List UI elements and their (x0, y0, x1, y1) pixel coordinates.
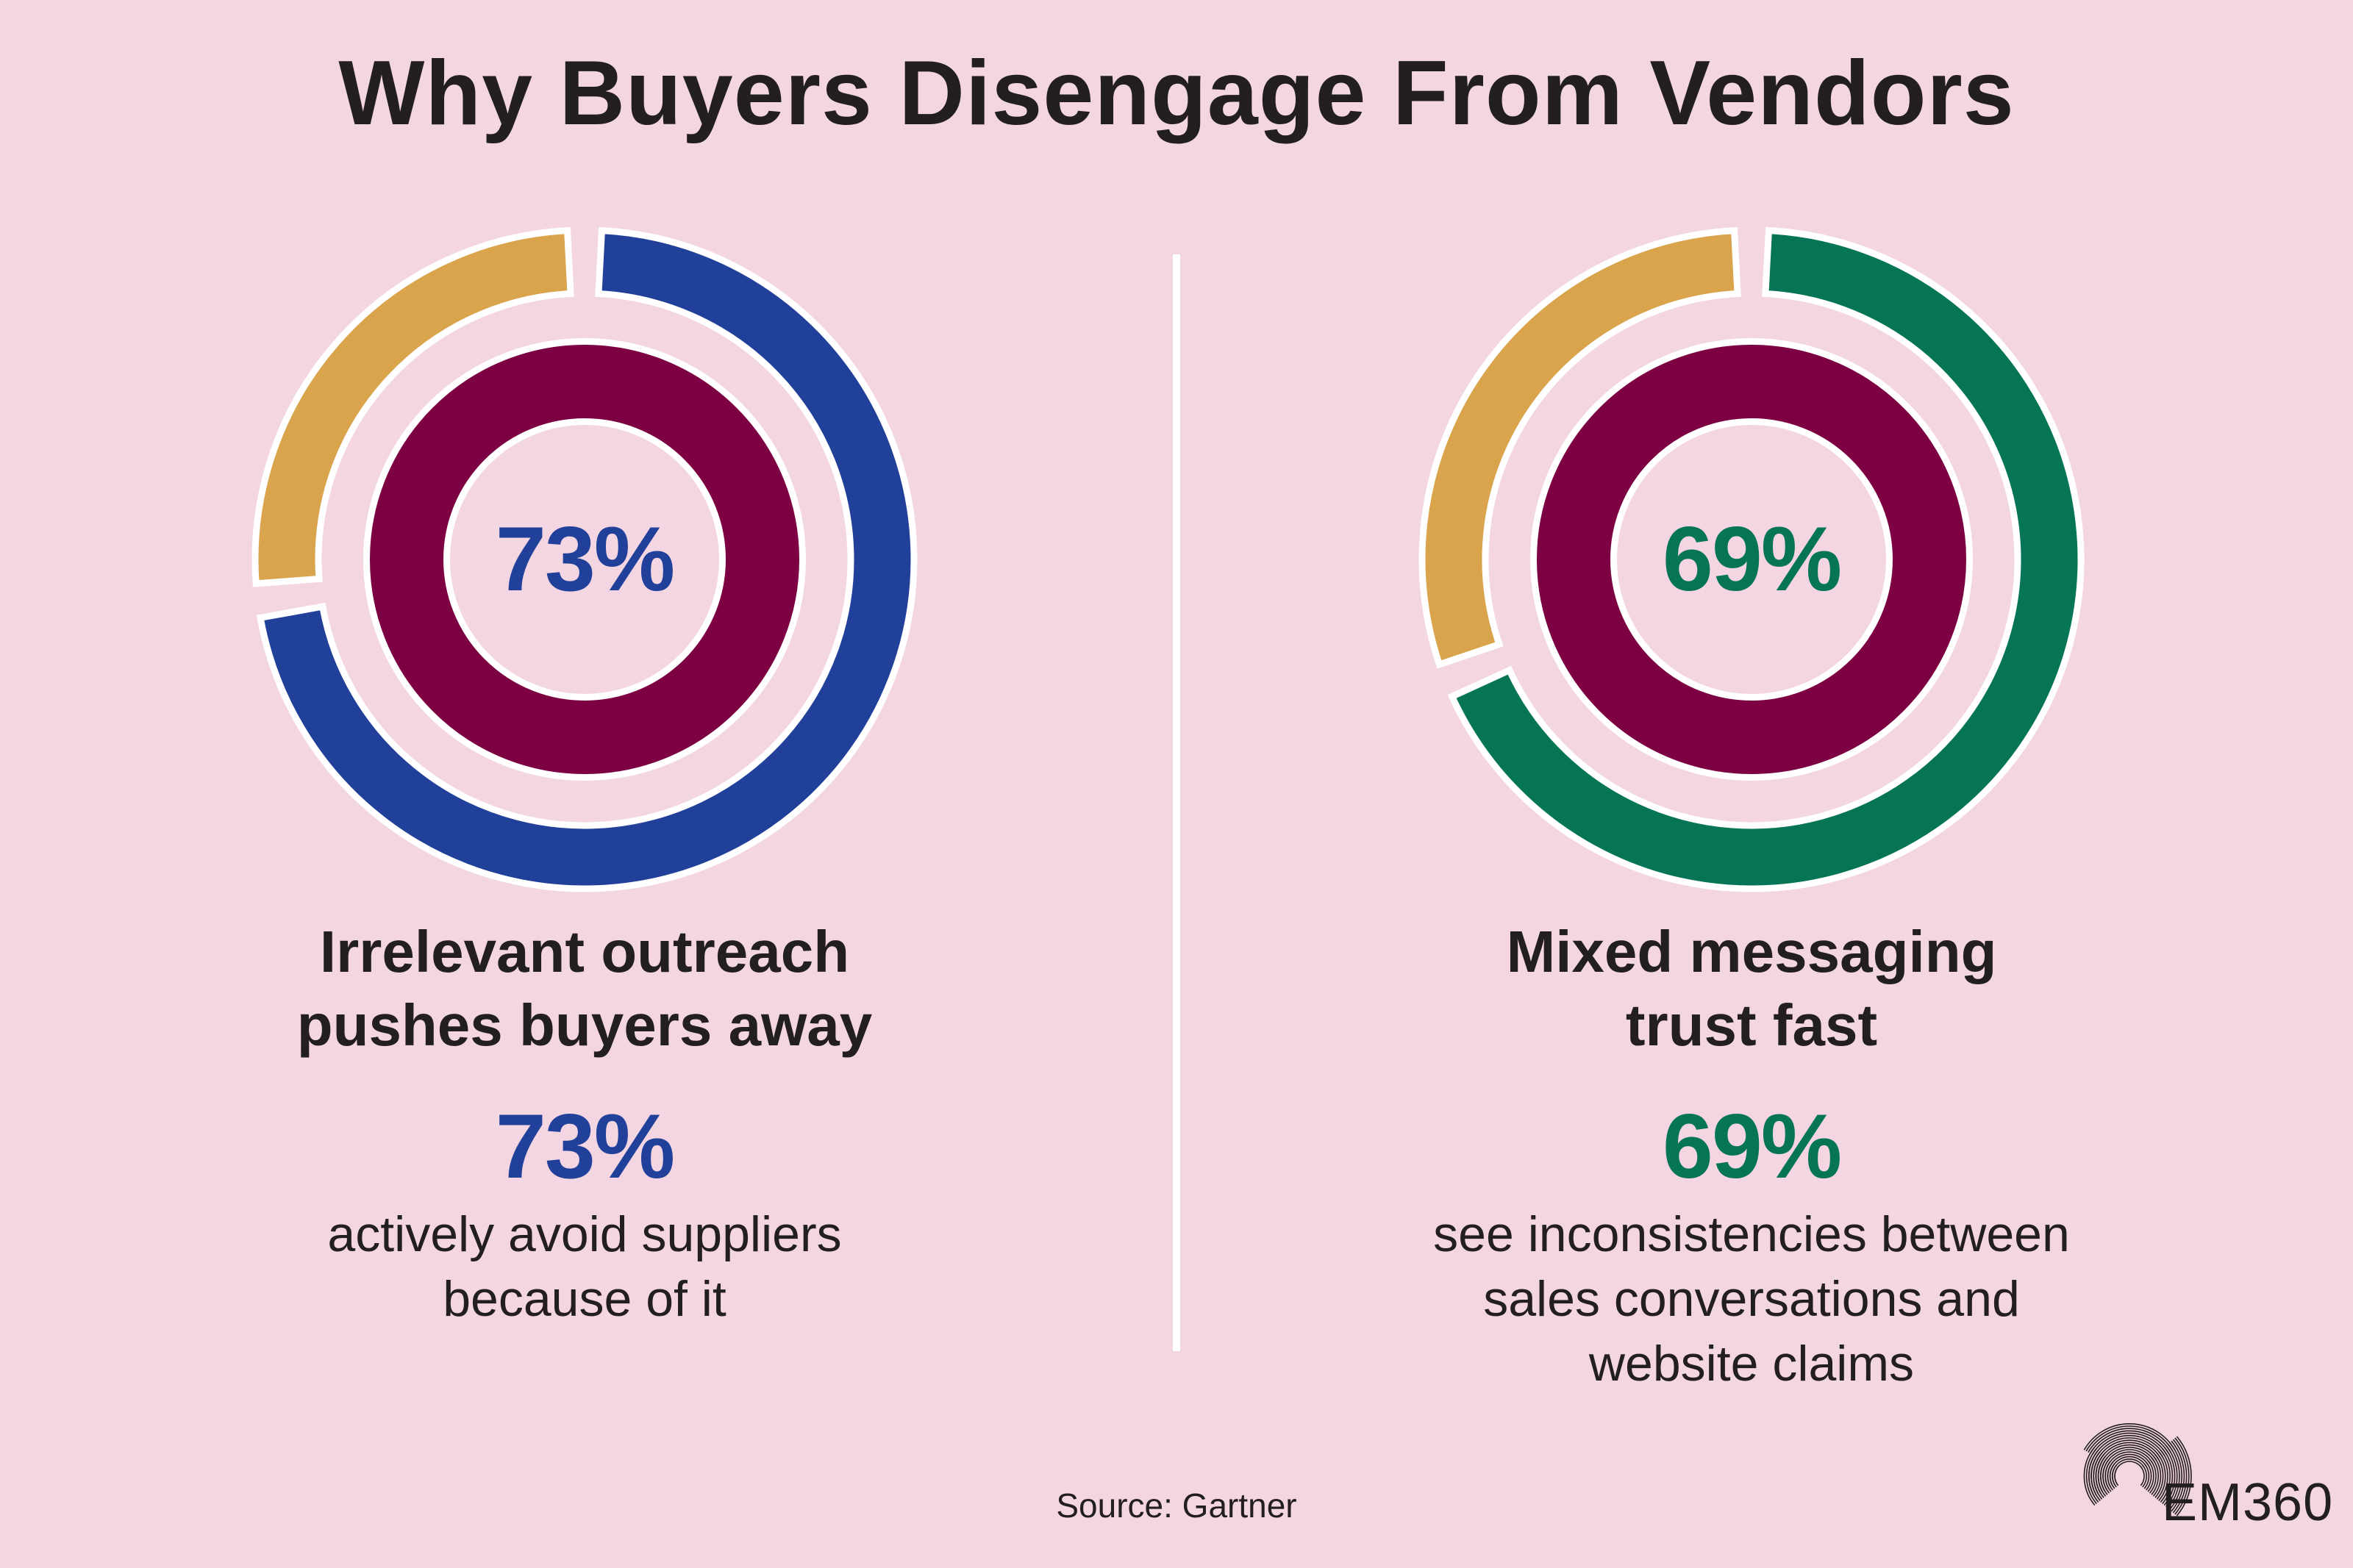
description-line: actively avoid suppliers (327, 1206, 842, 1262)
stat-description: see inconsistencies between sales conver… (1237, 1202, 2266, 1396)
heading-line: Irrelevant outreach (319, 919, 850, 984)
donut-chart: 73% (239, 214, 930, 905)
source-caption: Source: Gartner (1056, 1486, 1297, 1525)
inner-ring (1537, 345, 1966, 774)
donut-svg (251, 226, 918, 892)
logo-wave-icon (2083, 1423, 2192, 1517)
heading-line: Mixed messaging (1506, 919, 1997, 984)
inner-ring (370, 345, 799, 774)
donut-center-label: 73% (495, 509, 675, 610)
description-line: website claims (1588, 1336, 1915, 1392)
logo-text: EM360 (2162, 1473, 2334, 1532)
panel-heading: Irrelevant outreach pushes buyers away (70, 915, 1099, 1062)
description-line: because of it (443, 1271, 726, 1327)
remainder-segment (251, 226, 574, 587)
main-segment (1447, 226, 2085, 892)
heading-line: pushes buyers away (296, 992, 873, 1058)
main-segment (256, 226, 918, 892)
donut-center-label: 69% (1662, 509, 1842, 610)
donut-svg (1418, 226, 2085, 892)
center-divider (1173, 254, 1180, 1351)
stat-value: 73% (495, 1096, 675, 1198)
stat-description: actively avoid suppliers because of it (70, 1202, 1099, 1331)
em360-logo: EM360 (2059, 1382, 2332, 1544)
remainder-segment (1418, 226, 1741, 669)
heading-line: trust fast (1625, 992, 1878, 1058)
page-title: Why Buyers Disengage From Vendors (338, 43, 2015, 144)
description-line: see inconsistencies between (1433, 1206, 2070, 1262)
panel-mixed-messaging: 69% Mixed messaging trust fast 69% see i… (1237, 0, 2266, 1568)
panel-irrelevant-outreach: 73% Irrelevant outreach pushes buyers aw… (70, 0, 1099, 1568)
donut-chart: 69% (1406, 214, 2097, 905)
panel-heading: Mixed messaging trust fast (1237, 915, 2266, 1062)
stat-value: 69% (1662, 1096, 1842, 1198)
description-line: sales conversations and (1483, 1271, 2020, 1327)
